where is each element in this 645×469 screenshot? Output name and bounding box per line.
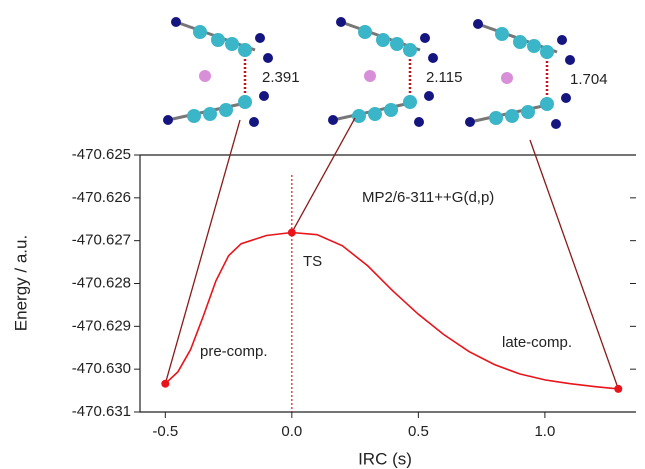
y-tick-label: -470.625 — [72, 146, 131, 163]
method-annotation: MP2/6-311++G(d,p) — [362, 189, 494, 206]
marker — [161, 380, 169, 388]
page: {"chart_data": {"type": "line", "annotat… — [0, 0, 645, 469]
x-tick-label: -0.5 — [152, 423, 178, 440]
point-label: TS — [303, 253, 322, 270]
chart: 2.391 2.115 1.704 MP2/6-311++G(d,p) pre-… — [0, 0, 645, 469]
point-label: pre-comp. — [200, 343, 268, 360]
marker — [614, 385, 622, 393]
y-tick-label: -470.630 — [72, 360, 131, 377]
molecule — [465, 19, 575, 129]
marker — [288, 229, 296, 237]
x-tick-label: 1.0 — [534, 423, 555, 440]
point-label: late-comp. — [502, 334, 572, 351]
y-tick-label: -470.627 — [72, 232, 131, 249]
distance-label: 1.704 — [570, 71, 608, 88]
energy-curve — [165, 233, 618, 389]
x-tick-label: 0.0 — [281, 423, 302, 440]
y-tick-label: -470.631 — [72, 403, 131, 420]
y-tick-label: -470.629 — [72, 317, 131, 334]
x-axis-title: IRC (s) — [358, 449, 412, 468]
connector — [292, 118, 355, 233]
distance-label: 2.391 — [262, 69, 300, 86]
x-tick-label: 0.5 — [408, 423, 429, 440]
molecule — [163, 17, 273, 127]
y-tick-label: -470.628 — [72, 274, 131, 291]
connector — [530, 140, 618, 389]
molecule — [328, 17, 438, 127]
distance-label: 2.115 — [426, 69, 462, 86]
y-tick-label: -470.626 — [72, 189, 131, 206]
y-axis-title: Energy / a.u. — [11, 235, 30, 331]
